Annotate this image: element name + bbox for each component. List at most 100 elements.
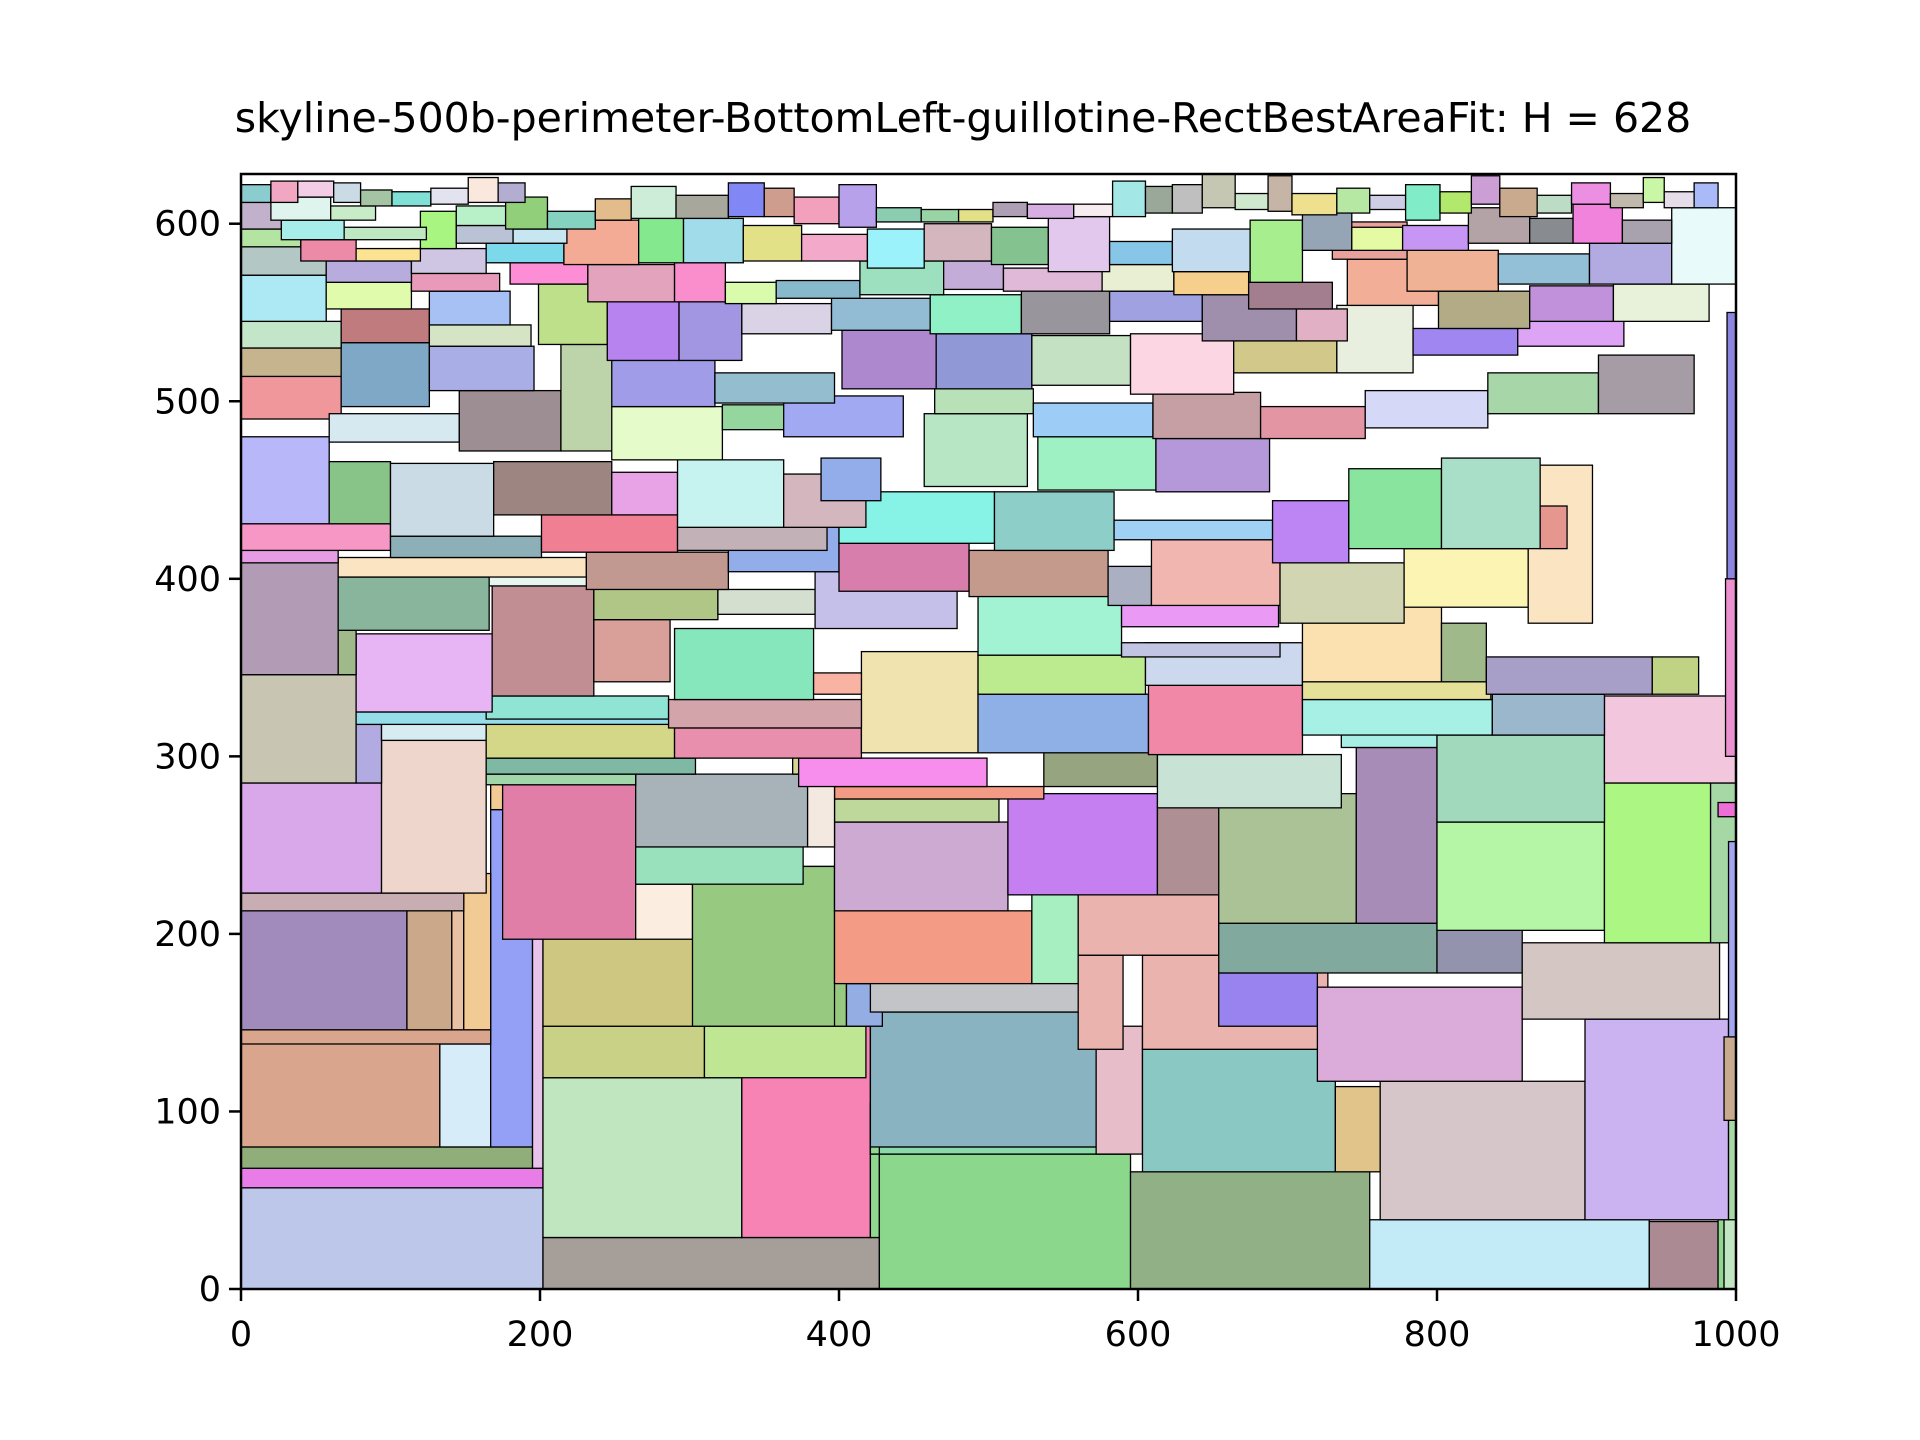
packed-rect-60 [1603, 782, 1712, 944]
packed-rect-170 [1412, 327, 1519, 356]
packed-rect-59 [1436, 821, 1606, 932]
packed-rect-217 [800, 233, 869, 262]
packed-rect-136 [389, 462, 495, 537]
packed-rect-77 [355, 723, 383, 784]
packed-rect-19 [869, 1011, 1097, 1148]
packed-rect-123 [240, 523, 392, 552]
packed-rect-49 [1218, 972, 1319, 1027]
packed-rect-128 [993, 491, 1115, 552]
packed-rect-24 [1584, 1018, 1730, 1221]
packed-rect-229 [1529, 217, 1574, 244]
packed-rect-87 [485, 695, 670, 720]
packed-rect-101 [491, 585, 595, 697]
packed-rect-286 [1693, 182, 1719, 209]
packed-rect-202 [1173, 271, 1250, 296]
packed-rect-287 [1717, 801, 1737, 818]
packed-rect-43 [635, 883, 694, 940]
packed-rect-1 [240, 1167, 544, 1189]
packed-rect-152 [934, 388, 1034, 415]
packed-rect-227 [1401, 224, 1470, 251]
chart-title: skyline-500b-perimeter-BottomLeft-guillo… [235, 94, 1691, 142]
packed-rect-71 [1043, 748, 1159, 788]
packed-rect-149 [611, 405, 724, 461]
packed-rect-244 [594, 198, 632, 221]
packed-rects-layer [240, 173, 1737, 1290]
packed-rect-131 [1348, 468, 1443, 550]
packed-rect-139 [676, 459, 785, 528]
packed-rect-223 [1171, 228, 1251, 273]
packed-rect-52 [1436, 929, 1523, 974]
packed-rect-210 [325, 260, 413, 283]
packed-rect-27 [703, 1025, 867, 1079]
packed-rect-290 [1724, 578, 1737, 758]
packed-rect-288 [1723, 1036, 1737, 1121]
packed-rect-158 [1597, 354, 1695, 415]
packed-rect-180 [830, 297, 931, 331]
packed-rect-74 [1436, 734, 1606, 823]
packed-rect-53 [1521, 942, 1721, 1020]
packed-rect-283 [1609, 192, 1644, 209]
packed-rect-174 [428, 324, 532, 347]
packed-rect-230 [1572, 203, 1624, 244]
packed-rect-91 [977, 654, 1147, 695]
packed-rect-62 [635, 846, 804, 885]
packed-rect-21 [1141, 1048, 1336, 1173]
packed-rect-247 [727, 182, 765, 218]
packed-rect-34 [240, 910, 408, 1031]
packed-rect-165 [935, 333, 1033, 390]
packed-rect-156 [1364, 389, 1489, 429]
packed-rect-276 [1369, 194, 1407, 211]
packed-rect-183 [1108, 290, 1203, 323]
packed-rect-203 [1247, 281, 1334, 310]
packed-rect-125 [540, 514, 679, 553]
packed-rect-216 [742, 224, 803, 262]
packed-rect-70 [797, 757, 988, 788]
packed-rect-23 [1379, 1080, 1586, 1221]
packed-rect-161 [428, 345, 535, 392]
packed-rect-146 [328, 413, 460, 443]
x-tick-label-0: 0 [230, 1315, 252, 1355]
packed-rect-106 [977, 592, 1123, 656]
packed-rect-64 [833, 798, 1000, 823]
packed-rect-81 [860, 650, 979, 754]
packed-rect-215 [682, 217, 744, 264]
packed-rect-88 [667, 698, 863, 729]
packed-rect-116 [968, 549, 1109, 598]
packed-rect-273 [1267, 175, 1293, 212]
packed-rect-239 [280, 219, 345, 241]
packed-rect-231 [1621, 219, 1673, 244]
packed-rect-243 [546, 210, 596, 230]
packed-rect-159 [240, 347, 342, 378]
x-tick-label-2: 400 [806, 1315, 873, 1355]
packed-rect-134 [240, 436, 330, 525]
plot-frame [239, 172, 1738, 1291]
packed-rect-42 [501, 784, 637, 940]
packed-rect-141 [820, 457, 882, 502]
packed-rect-214 [638, 217, 685, 264]
packed-rect-89 [673, 627, 815, 701]
packed-rect-250 [838, 184, 878, 228]
packed-rect-153 [1032, 402, 1154, 438]
packed-rect-37 [463, 872, 492, 1031]
packed-rect-11 [878, 1153, 1132, 1290]
packed-rect-47 [1077, 954, 1124, 1050]
packed-rect-155 [1259, 405, 1366, 440]
y-tick-label-6: 600 [154, 205, 221, 245]
packed-rect-218 [866, 228, 925, 269]
packed-rect-38 [490, 780, 504, 811]
packed-rect-270 [1171, 184, 1203, 214]
packed-rect-157 [1487, 372, 1600, 415]
packed-rect-173 [340, 308, 431, 344]
packed-rect-56 [1156, 807, 1223, 896]
packed-rect-234 [355, 247, 422, 262]
packed-rect-104 [717, 588, 816, 615]
packed-rect-144 [1155, 437, 1271, 493]
packed-rect-254 [992, 201, 1029, 218]
x-tick-label-5: 1000 [1691, 1315, 1780, 1355]
packed-rect-2 [240, 1146, 534, 1169]
packed-rect-36 [451, 892, 465, 1031]
packed-rect-201 [1101, 263, 1175, 292]
x-axis: 0 200 400 600 800 1000 [230, 1289, 1781, 1355]
packed-rect-249 [793, 196, 840, 225]
